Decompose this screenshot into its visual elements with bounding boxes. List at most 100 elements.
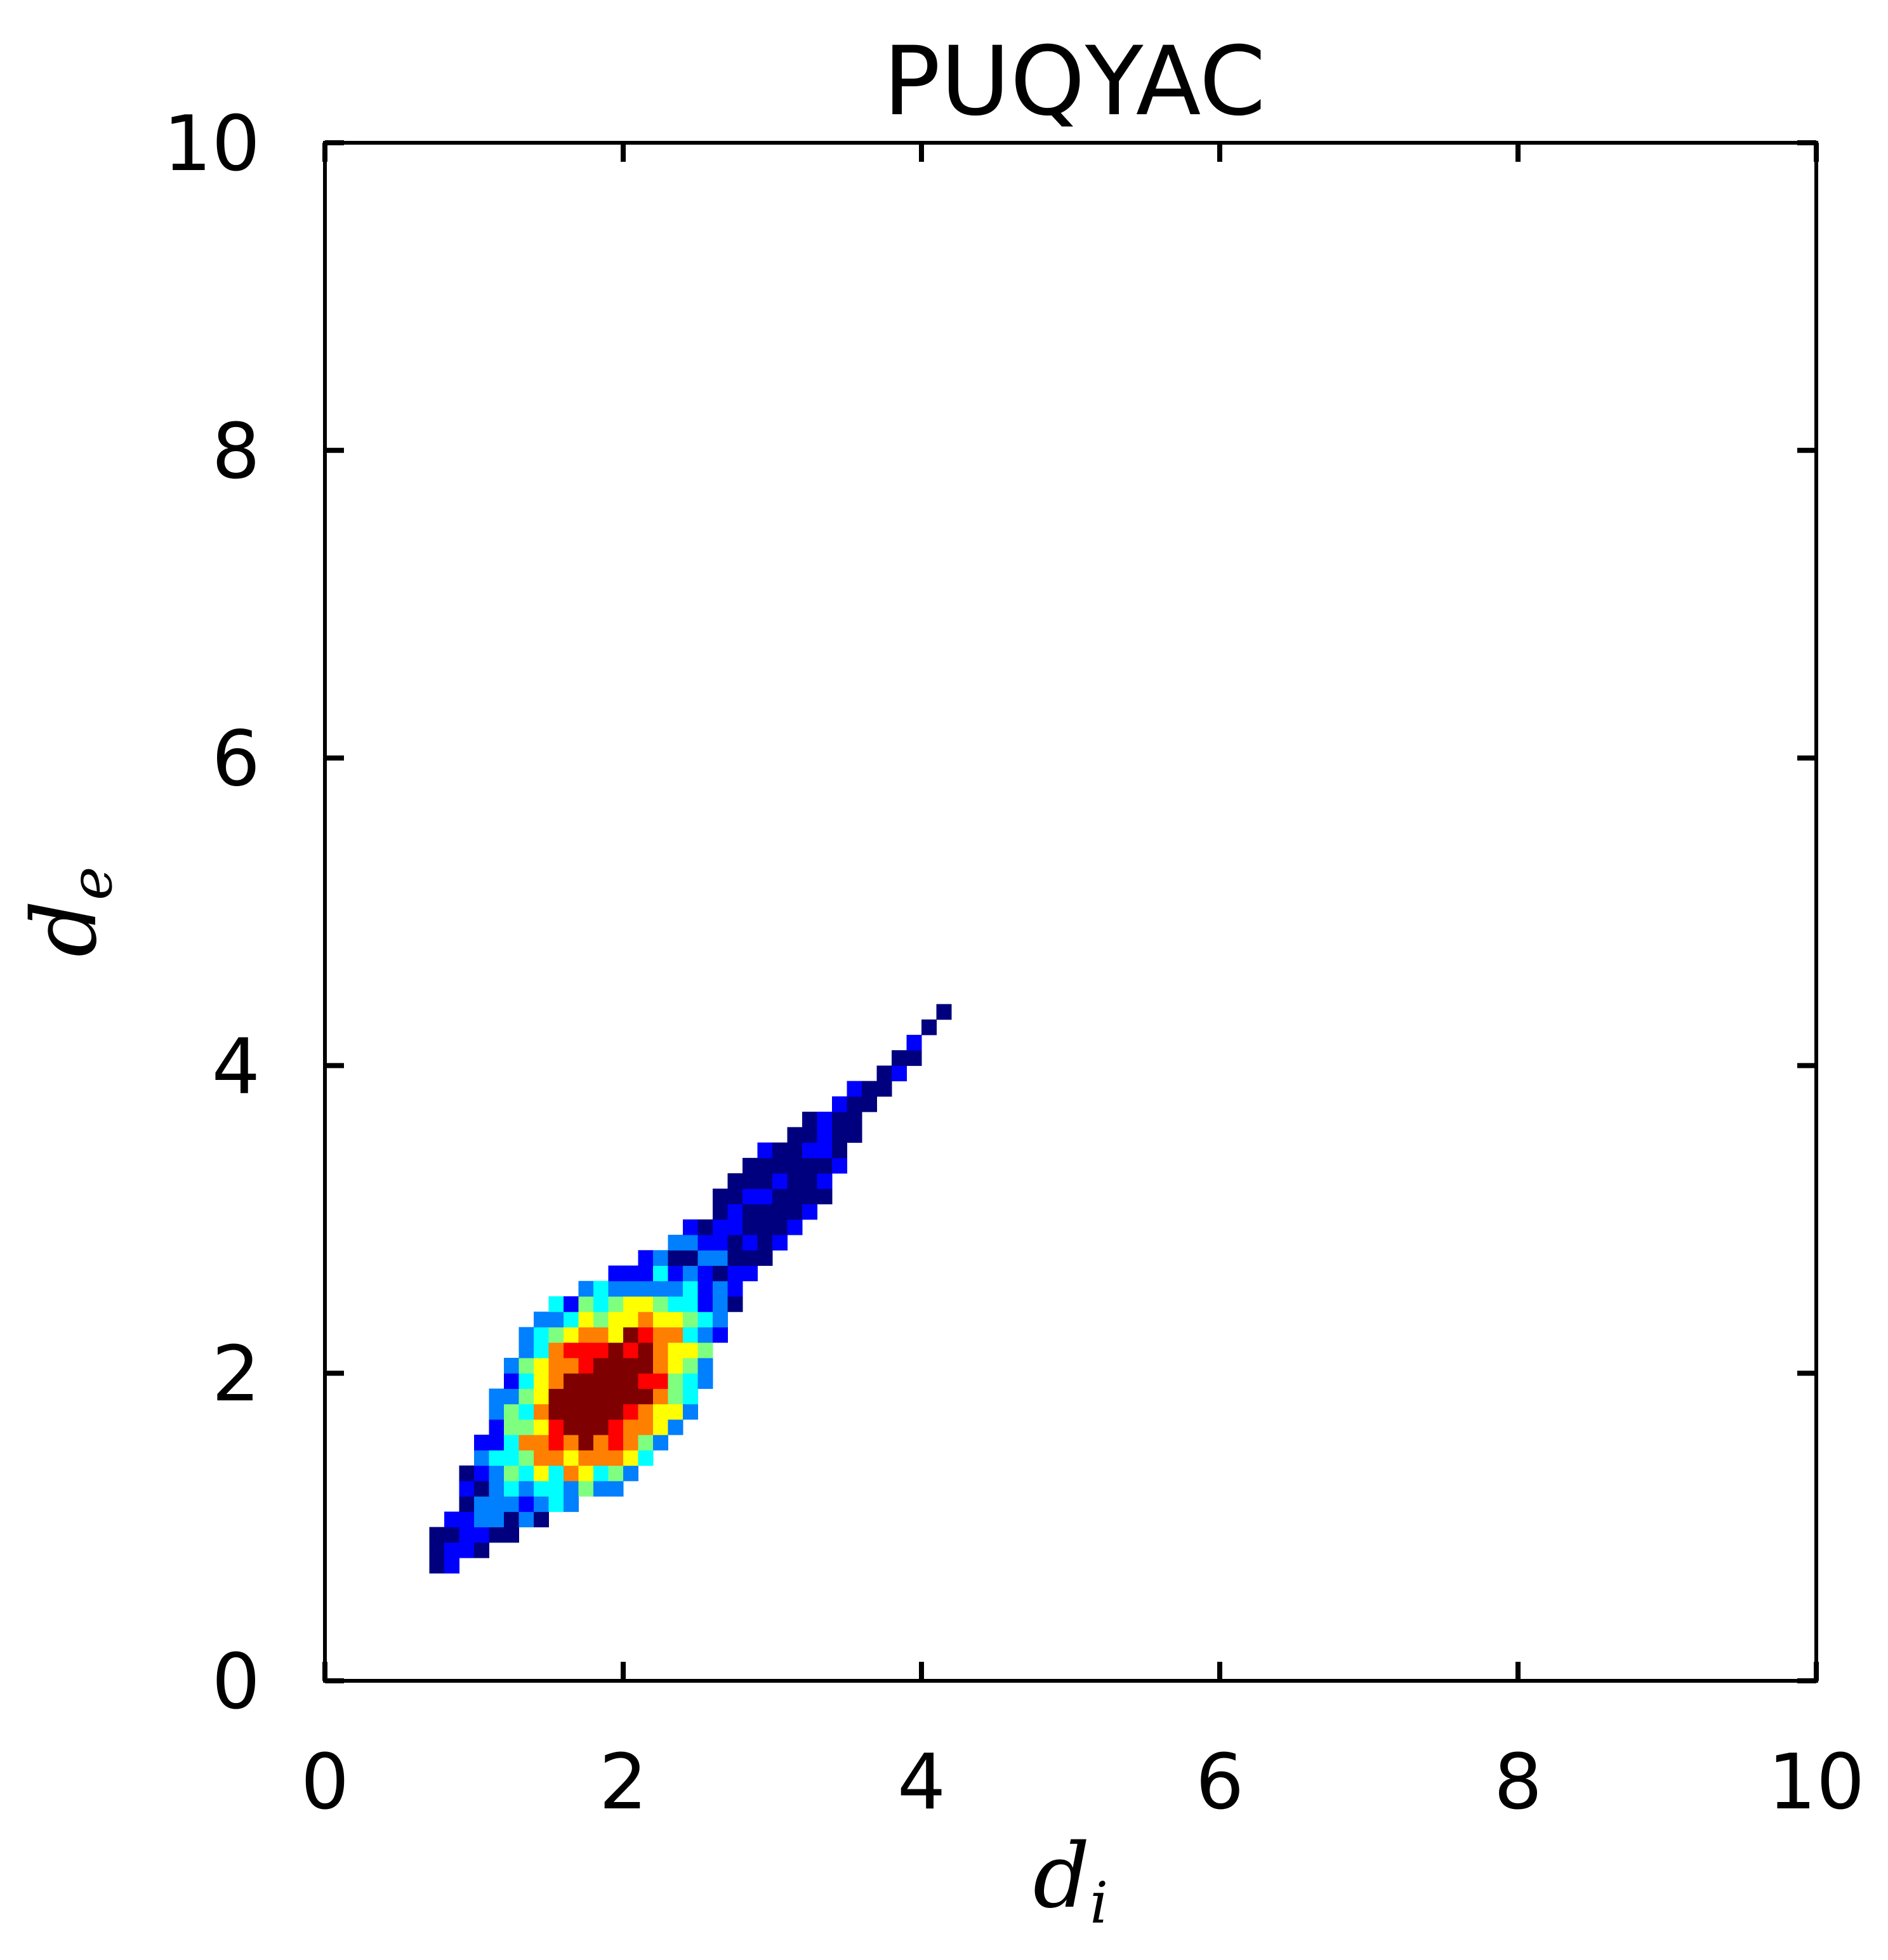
plot-frame <box>323 141 1818 1683</box>
heatmap-cell <box>638 1373 654 1389</box>
heatmap-cell <box>564 1404 579 1420</box>
heatmap-cell <box>534 1480 549 1497</box>
heatmap-cell <box>683 1296 698 1312</box>
heatmap-cell <box>564 1327 579 1343</box>
heatmap-cell <box>518 1450 534 1466</box>
heatmap-cell <box>534 1327 549 1343</box>
x-tick-label: 8 <box>1494 1739 1542 1827</box>
heatmap-cell <box>518 1419 534 1435</box>
heatmap-cell <box>697 1312 713 1327</box>
heatmap-cell <box>757 1157 773 1174</box>
heatmap-cell <box>564 1312 579 1327</box>
heatmap-cell <box>534 1404 549 1420</box>
heatmap-cell <box>683 1280 698 1297</box>
heatmap-cell <box>697 1250 713 1266</box>
y-tick-labels: 0 2 4 6 8 10 <box>163 100 260 1727</box>
heatmap-cell <box>802 1157 817 1174</box>
heatmap-cell <box>578 1280 594 1297</box>
heatmap-cell <box>623 1388 638 1405</box>
heatmap-cell <box>578 1419 594 1435</box>
heatmap-cell <box>564 1496 579 1512</box>
chart-title: PUQYAC <box>883 27 1265 137</box>
heatmap-cell <box>608 1419 624 1435</box>
heatmap-cell <box>504 1357 519 1374</box>
heatmap-cell <box>743 1173 758 1189</box>
heatmap-cell <box>534 1465 549 1482</box>
heatmap-cell <box>548 1404 564 1420</box>
heatmap-cell <box>459 1465 475 1482</box>
heatmap-cell <box>608 1435 624 1450</box>
heatmap-cell <box>489 1480 505 1497</box>
heatmap-cell <box>787 1127 803 1143</box>
heatmap-cell <box>653 1404 668 1420</box>
heatmap-cell <box>534 1373 549 1389</box>
heatmap-cell <box>564 1373 579 1389</box>
heatmap-cell <box>713 1188 728 1205</box>
heatmap-cell <box>534 1419 549 1435</box>
heatmap-cell <box>847 1096 862 1112</box>
heatmap-cell <box>847 1112 862 1128</box>
heatmap-cell <box>936 1004 952 1020</box>
heatmap-cell <box>504 1480 519 1497</box>
y-tick-label: 10 <box>163 100 260 188</box>
heatmap-cell <box>772 1173 788 1189</box>
heatmap-cell <box>564 1357 579 1374</box>
heatmap-cell <box>697 1235 713 1251</box>
heatmap-cell <box>593 1419 609 1435</box>
heatmap-cell <box>653 1419 668 1435</box>
heatmap-cell <box>697 1280 713 1297</box>
heatmap-cell <box>862 1081 877 1097</box>
heatmap-cell <box>787 1157 803 1174</box>
heatmap-cell <box>727 1296 743 1312</box>
heatmap-cell <box>578 1296 594 1312</box>
heatmap-cell <box>534 1312 549 1327</box>
heatmap-cell <box>772 1235 788 1251</box>
axis-ticks <box>322 140 1819 1683</box>
heatmap-cell <box>593 1327 609 1343</box>
heatmap-cell <box>772 1157 788 1174</box>
heatmap-cell <box>668 1373 683 1389</box>
heatmap-cell <box>638 1435 654 1450</box>
heatmap-cell <box>653 1250 668 1266</box>
heatmap-cell <box>459 1511 475 1528</box>
heatmap-cell <box>892 1065 907 1082</box>
heatmap-cell <box>787 1142 803 1159</box>
heatmap-cell <box>593 1404 609 1420</box>
x-axis-label-subscript: i <box>1090 1870 1108 1937</box>
heatmap-cell <box>623 1327 638 1343</box>
heatmap-cell <box>474 1496 489 1512</box>
heatmap-cell <box>489 1496 505 1512</box>
heatmap-cell <box>623 1265 638 1282</box>
heatmap-cell <box>817 1142 833 1159</box>
heatmap-cell <box>548 1327 564 1343</box>
heatmap-cell <box>518 1327 534 1343</box>
heatmap-cell <box>474 1465 489 1482</box>
heatmap-cell <box>668 1327 683 1343</box>
heatmap-cell <box>534 1511 549 1528</box>
y-tick-label: 6 <box>212 716 260 804</box>
heatmap-cell <box>757 1250 773 1266</box>
x-tick-label: 0 <box>301 1739 349 1827</box>
heatmap-cell <box>653 1357 668 1374</box>
heatmap-cell <box>608 1357 624 1374</box>
heatmap-cell <box>564 1388 579 1405</box>
heatmap-cell <box>578 1450 594 1466</box>
heatmap-cell <box>623 1280 638 1297</box>
x-axis-label: di <box>1033 1825 1108 1937</box>
heatmap-cell <box>504 1404 519 1420</box>
heatmap-cell <box>593 1357 609 1374</box>
heatmap-cell <box>638 1388 654 1405</box>
heatmap-cell <box>668 1296 683 1312</box>
heatmap-cell <box>727 1235 743 1251</box>
heatmap-cell <box>653 1327 668 1343</box>
heatmap-cell <box>444 1527 459 1543</box>
heatmap-cell <box>638 1250 654 1266</box>
y-tick-label: 8 <box>212 408 260 496</box>
heatmap-cell <box>608 1327 624 1343</box>
heatmap-cell <box>743 1250 758 1266</box>
heatmap-cell <box>802 1204 817 1220</box>
heatmap-cell <box>668 1250 683 1266</box>
heatmap-cell <box>668 1235 683 1251</box>
heatmap-cell <box>459 1480 475 1497</box>
heatmap-cell <box>817 1127 833 1143</box>
